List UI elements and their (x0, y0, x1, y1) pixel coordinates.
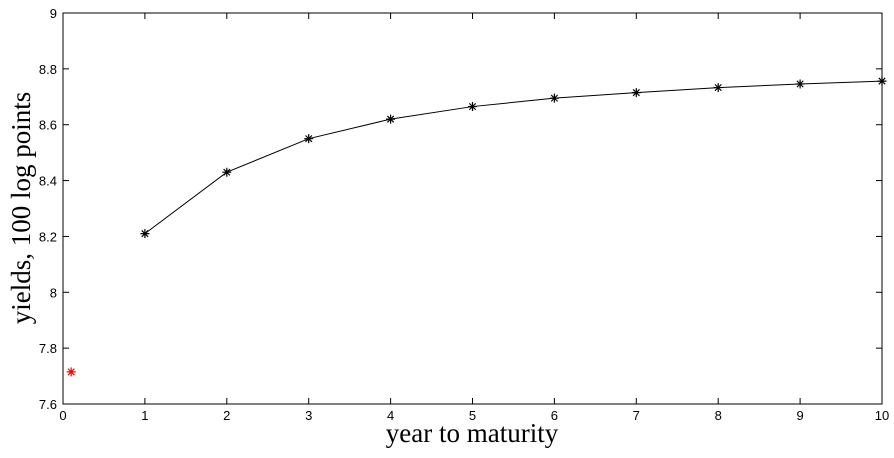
marker (549, 93, 559, 103)
x-tick-label: 3 (305, 408, 312, 423)
y-tick-label: 8.8 (39, 62, 57, 77)
marker (795, 79, 805, 89)
plot-box (62, 12, 883, 405)
y-tick-label: 8.4 (39, 174, 57, 189)
y-axis-label: yields, 100 log points (6, 92, 36, 325)
marker (140, 229, 150, 239)
x-tick-label: 2 (223, 408, 230, 423)
x-tick-label: 0 (59, 408, 66, 423)
x-tick-label: 7 (633, 408, 640, 423)
x-tick-label: 1 (141, 408, 148, 423)
y-tick-label: 7.8 (39, 341, 57, 356)
x-tick-label: 4 (387, 408, 394, 423)
x-tick-label: 6 (551, 408, 558, 423)
x-tick-label: 10 (875, 408, 889, 423)
x-axis-label: year to maturity (386, 418, 559, 448)
marker (386, 114, 396, 124)
y-tick-label: 8.6 (39, 118, 57, 133)
marker (631, 88, 641, 98)
marker (222, 167, 232, 177)
y-tick-label: 7.6 (39, 397, 57, 412)
series-line (144, 80, 883, 235)
y-tick-label: 8.2 (39, 229, 57, 244)
x-tick-label: 8 (715, 408, 722, 423)
x-tick-label: 9 (796, 408, 803, 423)
marker (304, 134, 314, 144)
marker (877, 76, 887, 86)
y-tick-label: 9 (50, 6, 57, 21)
y-tick-label: 8 (50, 285, 57, 300)
marker (468, 102, 477, 112)
marker (66, 367, 76, 377)
marker (713, 83, 723, 93)
x-tick-label: 5 (469, 408, 476, 423)
